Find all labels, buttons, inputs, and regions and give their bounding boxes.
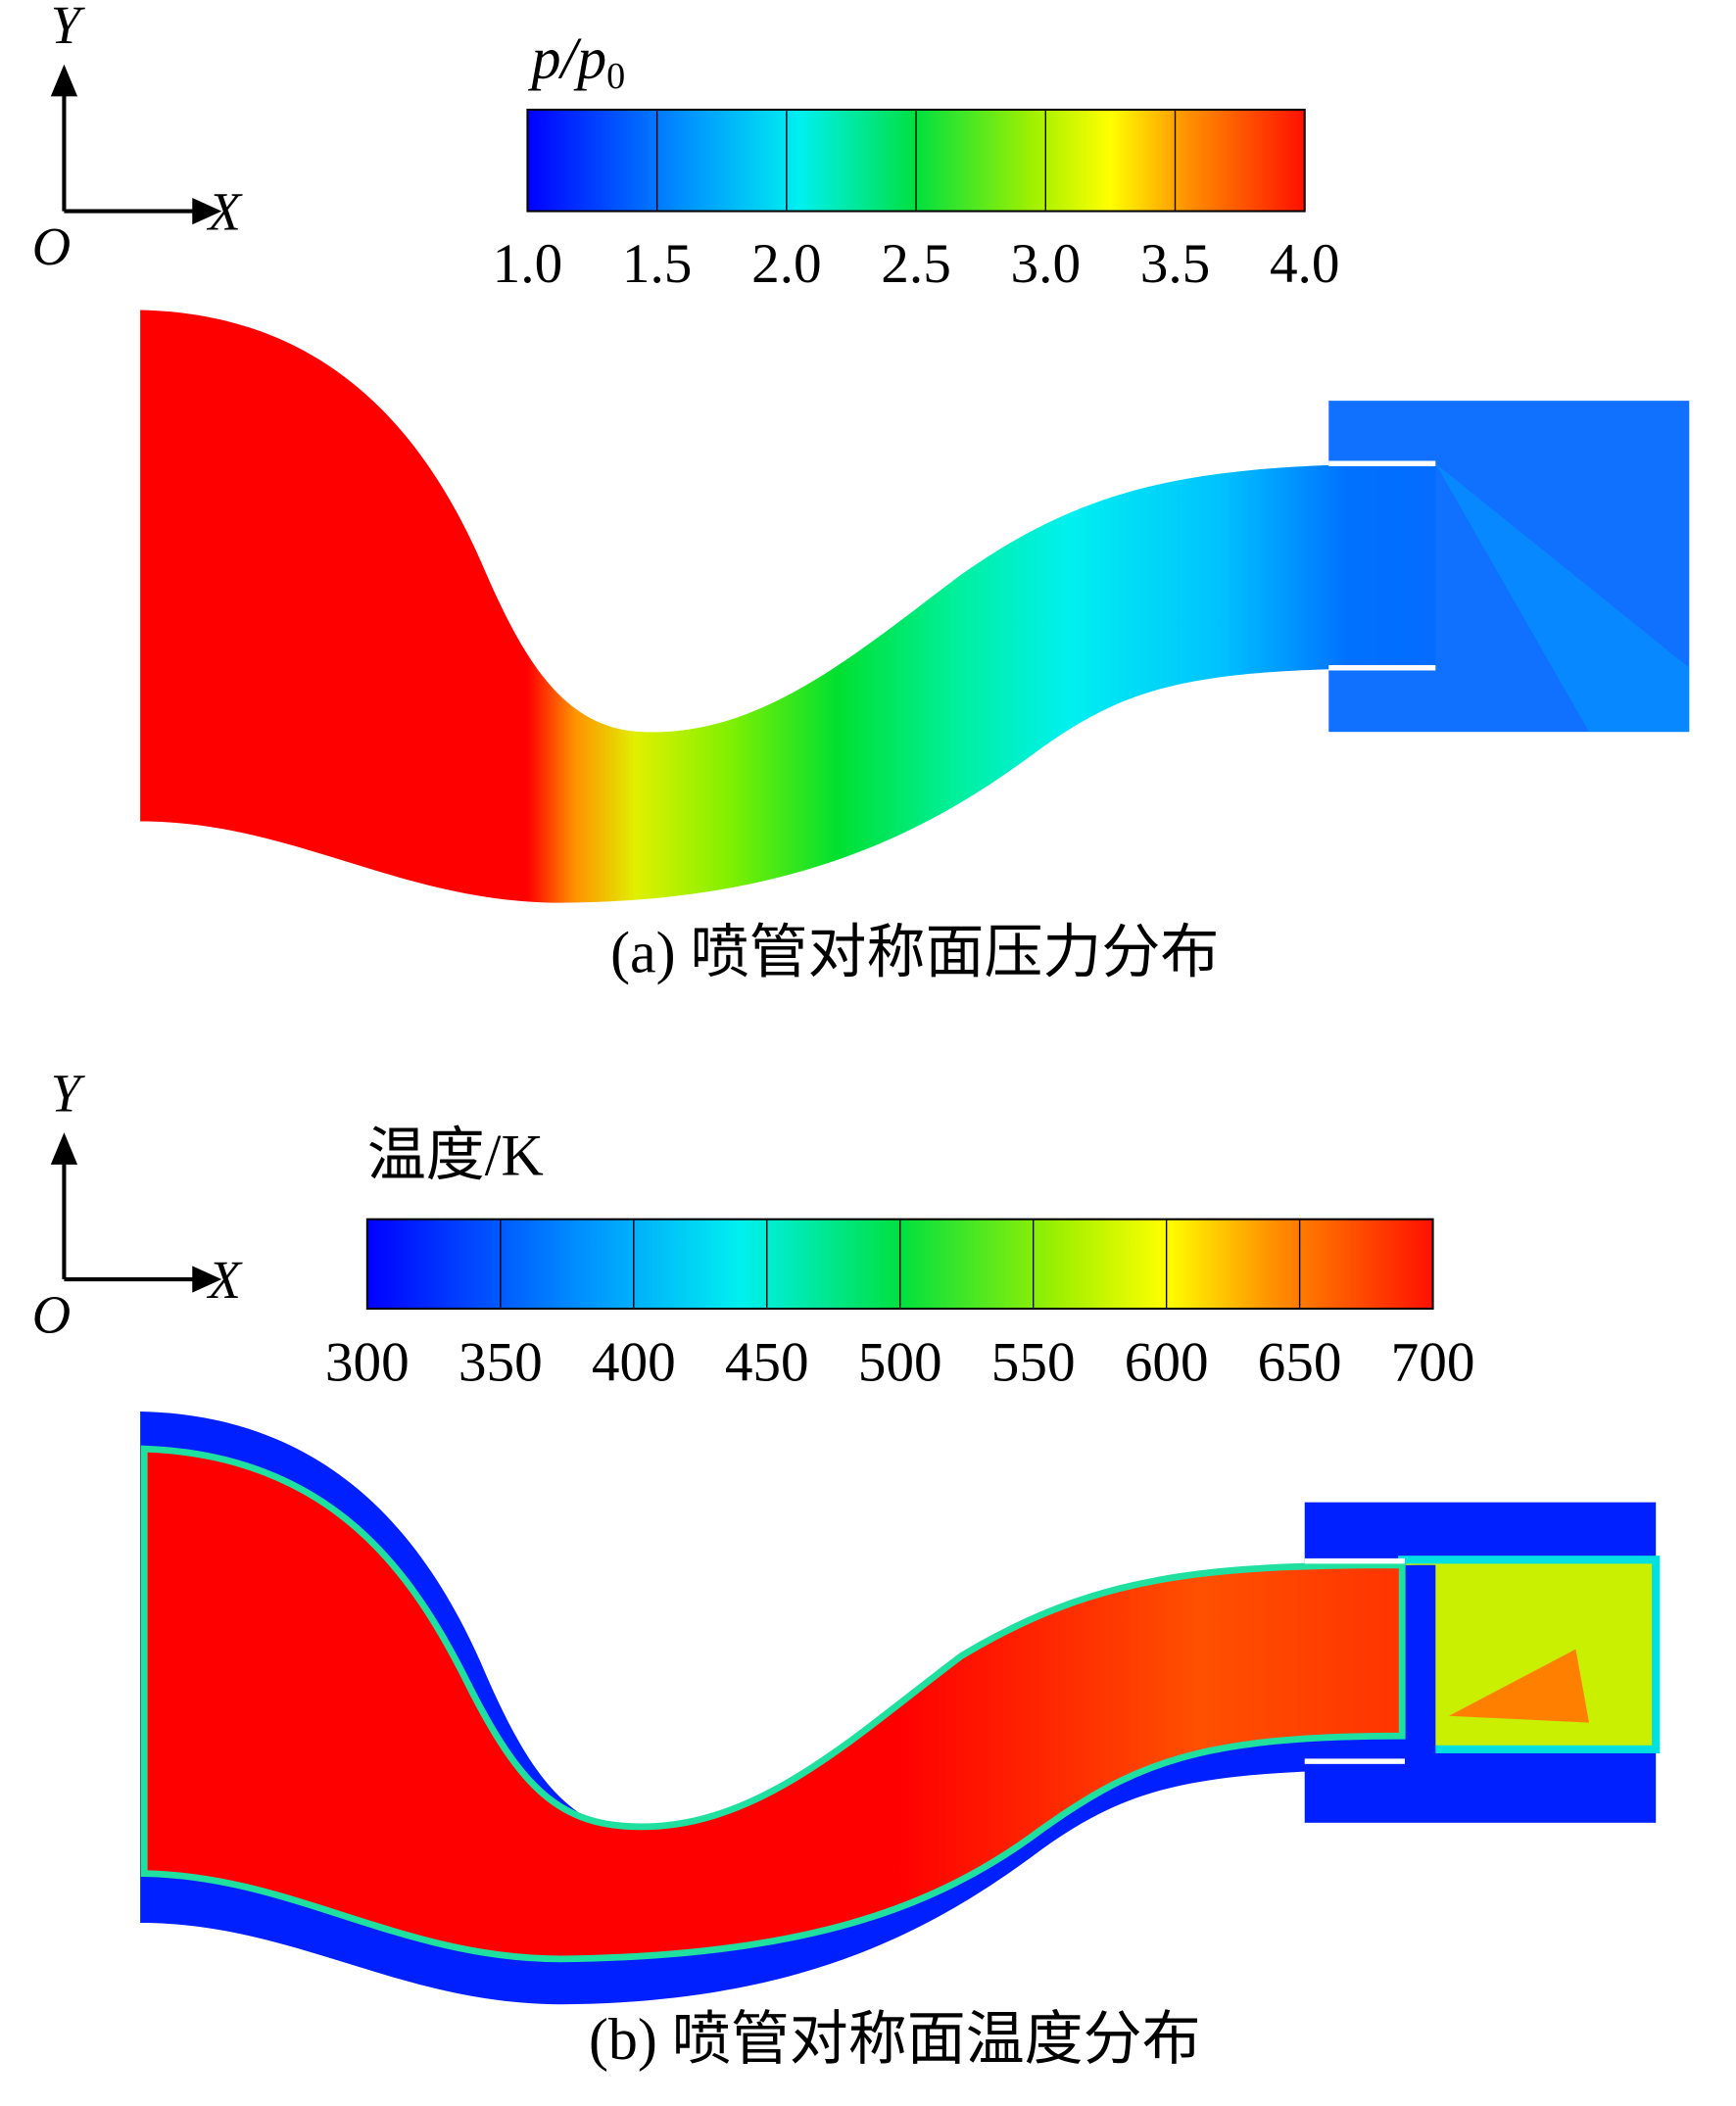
axis-label: Y <box>51 1063 86 1123</box>
colorbar-tick-label: 550 <box>991 1332 1076 1394</box>
colorbar-tick-label: 3.0 <box>1011 233 1082 295</box>
colorbar-tick-label: 700 <box>1391 1332 1475 1394</box>
nozzle-duct <box>140 310 1436 903</box>
colorbar-title: 温度/K <box>367 1124 544 1188</box>
axis-label: Y <box>51 0 86 55</box>
colorbar-tick-label: 3.5 <box>1140 233 1211 295</box>
colorbar-tick-label: 350 <box>458 1332 543 1394</box>
arrow-head <box>192 1266 222 1293</box>
colorbar-tick-label: 300 <box>325 1332 410 1394</box>
arrow-head <box>192 197 222 225</box>
colorbar-tick-label: 650 <box>1258 1332 1342 1394</box>
colorbar-tick-label: 500 <box>858 1332 942 1394</box>
title-main: 温度/K <box>367 1124 544 1188</box>
axis-label: O <box>32 216 71 276</box>
caption: (b) 喷管对称面温度分布 <box>589 2007 1201 2072</box>
colorbar-tick-label: 450 <box>725 1332 809 1394</box>
axis-label: X <box>207 1250 244 1310</box>
colorbar-tick-label: 1.0 <box>493 233 563 295</box>
colorbar-title: p/p0 <box>528 25 626 97</box>
arrow-head <box>50 64 78 97</box>
colorbar-tick-label: 2.0 <box>751 233 822 295</box>
caption: (a) 喷管对称面压力分布 <box>610 921 1219 985</box>
axis-label: O <box>32 1285 71 1345</box>
title-subscript: 0 <box>606 56 625 97</box>
hot-core <box>140 1445 1406 1963</box>
colorbar-tick-label: 400 <box>592 1332 676 1394</box>
axis-label: X <box>207 182 244 242</box>
colorbar-tick-label: 600 <box>1125 1332 1209 1394</box>
colorbar-tick-label: 2.5 <box>881 233 951 295</box>
title-main: p/p <box>528 25 607 90</box>
arrow-head <box>50 1132 78 1165</box>
pressure-field <box>140 310 1690 903</box>
colorbar-tick-label: 1.5 <box>622 233 693 295</box>
colorbar-tick-label: 4.0 <box>1270 233 1340 295</box>
temperature-field <box>140 1411 1661 2005</box>
